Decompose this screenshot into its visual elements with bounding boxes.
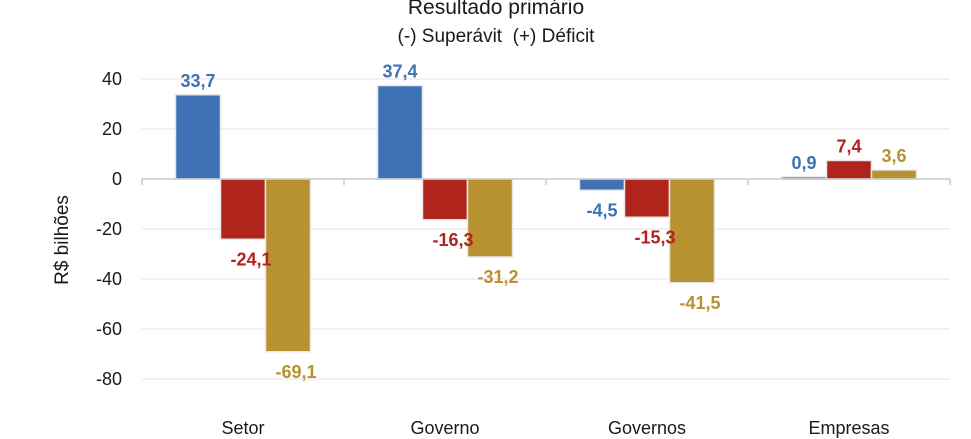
bar xyxy=(219,178,267,240)
bar xyxy=(825,159,873,180)
bar xyxy=(264,178,312,353)
bar xyxy=(466,178,514,258)
y-tick-label: 0 xyxy=(112,169,122,189)
bar xyxy=(421,178,469,221)
data-label: -69,1 xyxy=(275,362,316,382)
data-label: 3,6 xyxy=(881,146,906,166)
data-label: 33,7 xyxy=(180,71,215,91)
y-tick-label: -40 xyxy=(96,269,122,289)
chart-subtitle: (-) Superávit (+) Déficit xyxy=(398,26,596,47)
bar xyxy=(578,178,626,191)
category-label: Governo xyxy=(410,418,479,438)
chart-title: Resultado primário xyxy=(408,0,584,19)
data-label: -4,5 xyxy=(586,200,617,220)
data-label: 37,4 xyxy=(382,62,417,82)
y-tick-label: -20 xyxy=(96,219,122,239)
y-axis-label: R$ bilhões xyxy=(52,195,73,285)
bar xyxy=(623,178,671,218)
data-label: -24,1 xyxy=(230,249,271,269)
data-label: -31,2 xyxy=(477,267,518,287)
bar xyxy=(376,84,424,180)
category-label: Empresas xyxy=(808,418,889,438)
y-tick-label: -80 xyxy=(96,369,122,389)
data-label: -15,3 xyxy=(634,227,675,247)
data-label: 0,9 xyxy=(791,153,816,173)
data-label: -41,5 xyxy=(679,293,720,313)
y-tick-label: 20 xyxy=(102,119,122,139)
bar xyxy=(870,169,918,180)
y-tick-label: 40 xyxy=(102,69,122,89)
data-label: -16,3 xyxy=(432,230,473,250)
category-label: Setor xyxy=(221,418,264,438)
bar xyxy=(174,94,222,180)
y-tick-label: -60 xyxy=(96,319,122,339)
data-label: 7,4 xyxy=(836,137,861,157)
category-label: Governos xyxy=(608,418,686,438)
bar xyxy=(668,178,716,284)
